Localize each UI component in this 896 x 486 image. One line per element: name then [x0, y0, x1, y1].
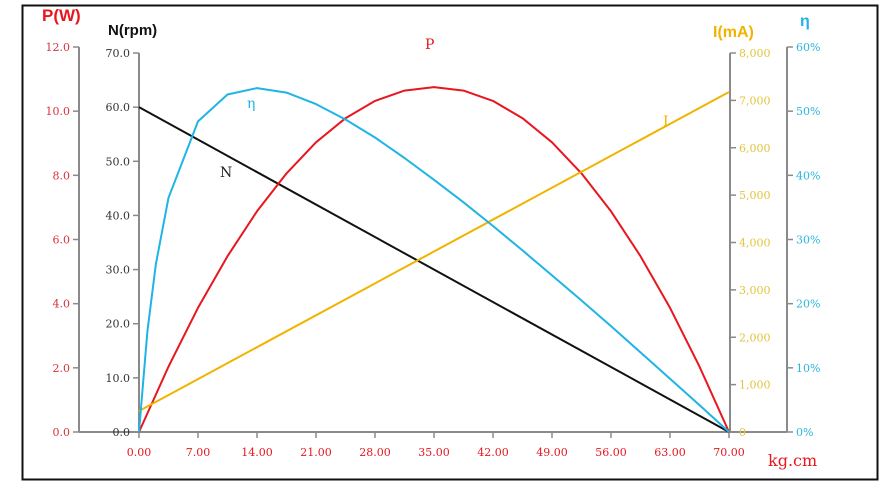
- y-tick-label-P: 8.0: [53, 169, 71, 182]
- curve-label-n: N: [220, 165, 232, 181]
- x-tick-label: 28.00: [359, 446, 391, 459]
- y-tick-label-N: 30.0: [106, 264, 131, 277]
- y-tick-label-P: 6.0: [53, 234, 71, 247]
- y-tick-label-I: 6,000: [739, 142, 771, 155]
- y-tick-label-eta: 40%: [796, 169, 820, 182]
- x-axis-label: kg.cm: [768, 451, 817, 470]
- y-tick-label-eta: 60%: [796, 41, 820, 54]
- y-tick-label-N: 70.0: [106, 47, 131, 60]
- y-tick-label-N: 40.0: [106, 209, 131, 222]
- axis-title-p: P(W): [42, 6, 81, 25]
- axis-title-i: I(mA): [713, 24, 754, 41]
- y-tick-label-I: 7,000: [739, 94, 771, 107]
- axis-title-n: N(rpm): [108, 22, 157, 39]
- curve-label-p: P: [425, 37, 434, 53]
- y-tick-label-P: 12.0: [46, 41, 71, 54]
- y-tick-label-I: 1,000: [739, 379, 771, 392]
- series-line-N: [138, 106, 730, 433]
- y-tick-label-P: 2.0: [53, 362, 71, 375]
- curve-label-i: I: [663, 114, 669, 130]
- y-tick-label-I: 5,000: [739, 189, 771, 202]
- y-tick-label-N: 60.0: [106, 101, 131, 114]
- x-tick-label: 35.00: [418, 446, 450, 459]
- y-tick-label-eta: 10%: [796, 362, 820, 375]
- x-tick-label: 70.00: [713, 446, 745, 459]
- y-tick-label-P: 0.0: [53, 426, 71, 439]
- y-tick-label-I: 2,000: [739, 331, 771, 344]
- y-tick-label-P: 10.0: [46, 105, 71, 118]
- y-tick-label-N: 10.0: [106, 372, 131, 385]
- x-tick-label: 63.00: [654, 446, 686, 459]
- axis-title-eta: η: [800, 13, 810, 30]
- y-tick-label-P: 4.0: [53, 298, 71, 311]
- x-tick-label: 21.00: [300, 446, 332, 459]
- y-tick-label-N: 0.0: [113, 426, 131, 439]
- y-tick-label-eta: 30%: [796, 234, 820, 247]
- x-tick-label: 7.00: [186, 446, 211, 459]
- curve-label-eta: η: [247, 96, 255, 112]
- series-line-I: [138, 91, 730, 412]
- x-tick-label: 56.00: [595, 446, 627, 459]
- y-tick-label-N: 50.0: [106, 155, 131, 168]
- y-tick-label-I: 4,000: [739, 237, 771, 250]
- x-tick-label: 49.00: [536, 446, 568, 459]
- y-tick-label-I: 3,000: [739, 284, 771, 297]
- x-tick-label: 0.00: [127, 446, 152, 459]
- y-tick-label-eta: 50%: [796, 105, 820, 118]
- y-tick-label-eta: 20%: [796, 298, 820, 311]
- y-tick-label-eta: 0%: [796, 426, 813, 439]
- x-tick-label: 42.00: [477, 446, 509, 459]
- y-tick-label-I: 0: [739, 426, 746, 439]
- x-tick-label: 14.00: [241, 446, 273, 459]
- y-tick-label-N: 20.0: [106, 318, 131, 331]
- y-tick-label-I: 8,000: [739, 47, 771, 60]
